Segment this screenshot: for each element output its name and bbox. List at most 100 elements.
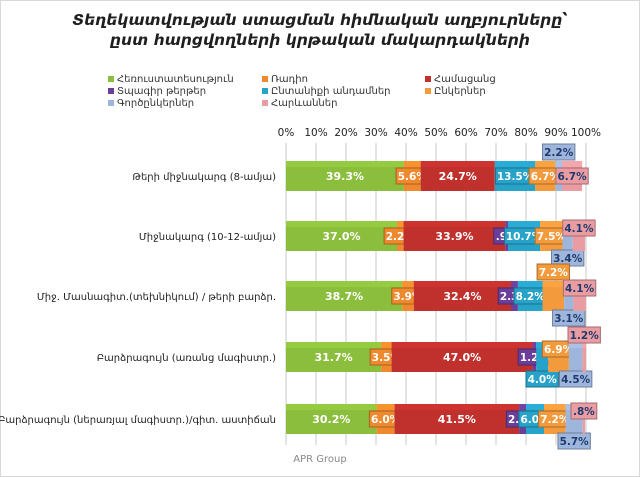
data-label-box bbox=[567, 326, 601, 344]
data-label: 30.2% bbox=[312, 413, 350, 426]
bar-segment-highlight bbox=[542, 281, 565, 287]
bar-segment-highlight bbox=[511, 281, 518, 287]
data-label: 10.7% bbox=[506, 231, 543, 243]
data-label-box bbox=[562, 219, 596, 237]
x-tick-label: 30% bbox=[364, 127, 387, 139]
legend-label: Ընտանիքի անդամներ bbox=[271, 86, 391, 97]
data-label: 38.7% bbox=[325, 290, 363, 303]
data-label: 47.0% bbox=[443, 351, 481, 364]
bar-segment bbox=[568, 342, 583, 372]
legend-swatch bbox=[108, 100, 114, 106]
bar-segment-highlight bbox=[494, 161, 536, 167]
bar-segment-highlight bbox=[420, 161, 495, 167]
data-label: 3.1% bbox=[554, 313, 584, 325]
data-label: 13.5% bbox=[497, 171, 534, 183]
source-note: APR Group bbox=[293, 454, 347, 465]
bar-segment-highlight bbox=[532, 342, 537, 348]
bar-segment-highlight bbox=[286, 281, 403, 287]
x-tick-label: 90% bbox=[544, 127, 567, 139]
legend-swatch bbox=[108, 76, 114, 82]
category-label: Բարձրագույն (առանց մագիստր.) bbox=[97, 353, 276, 364]
legend-label: Հեռուստատեսություն bbox=[117, 74, 234, 85]
bar-segment-highlight bbox=[526, 404, 544, 410]
data-label: 32.4% bbox=[443, 290, 481, 303]
data-label: 33.9% bbox=[435, 230, 473, 243]
legend-label: Հարևաններ bbox=[271, 98, 337, 109]
bar-segment-highlight bbox=[582, 342, 586, 348]
bar-segment-highlight bbox=[381, 342, 392, 348]
data-label: 4.5% bbox=[561, 374, 591, 386]
data-label: 8.2% bbox=[516, 291, 546, 303]
legend-label: Ռադիո bbox=[271, 74, 308, 85]
data-label: 6.0% bbox=[371, 414, 401, 426]
data-label: 6.7% bbox=[557, 171, 587, 183]
legend-swatch bbox=[425, 76, 431, 82]
bar-segment-highlight bbox=[568, 342, 583, 348]
bar-segment-highlight bbox=[397, 221, 404, 227]
bar-segment-highlight bbox=[505, 221, 508, 227]
bar-segment-highlight bbox=[517, 281, 543, 287]
bar-segment-highlight bbox=[391, 342, 533, 348]
data-label: 5.7% bbox=[560, 436, 590, 448]
bar-segment-highlight bbox=[286, 221, 397, 227]
chart-title: Տեղեկատվության ստացման հիմնական աղբյուրն… bbox=[72, 11, 568, 49]
data-label: 6.7% bbox=[531, 171, 561, 183]
data-label: 5.6% bbox=[398, 171, 428, 183]
category-label: Միջնակարգ (10-12-ամյա) bbox=[139, 232, 276, 243]
legend-swatch bbox=[262, 88, 268, 94]
bar-segment-highlight bbox=[544, 404, 566, 410]
data-label: 1.2% bbox=[570, 330, 600, 342]
data-label-box bbox=[525, 370, 559, 388]
data-label-box bbox=[558, 370, 593, 388]
bar-segment-highlight bbox=[402, 281, 414, 287]
legend-swatch bbox=[262, 76, 268, 82]
bar-segment-highlight bbox=[376, 404, 395, 410]
x-tick-label: 0% bbox=[278, 127, 295, 139]
legend-label: Գործընկերներ bbox=[117, 98, 194, 109]
legend-label: Տպագիր թերթեր bbox=[117, 86, 206, 97]
data-label: 4.0% bbox=[528, 374, 558, 386]
data-label-box bbox=[557, 432, 591, 450]
data-label: 24.7% bbox=[439, 170, 477, 183]
x-tick-label: 10% bbox=[304, 127, 327, 139]
data-label: 7.5% bbox=[537, 231, 567, 243]
data-label-box bbox=[536, 263, 570, 281]
bar-segment-highlight bbox=[535, 161, 556, 167]
data-label-box bbox=[542, 143, 576, 161]
data-label-box bbox=[570, 402, 598, 420]
data-label: 3.4% bbox=[553, 253, 583, 265]
x-tick-label: 60% bbox=[454, 127, 477, 139]
bar-segment-highlight bbox=[555, 161, 562, 167]
data-label: 7.2% bbox=[539, 267, 569, 279]
bar-segment-highlight bbox=[286, 161, 404, 167]
data-label-box bbox=[562, 279, 597, 297]
bar-segment-highlight bbox=[394, 404, 520, 410]
bar-segment-highlight bbox=[286, 404, 377, 410]
category-label: Թերի միջնակարգ (8-ամյա) bbox=[132, 172, 276, 183]
bar-segment-highlight bbox=[286, 342, 382, 348]
data-label: 39.3% bbox=[326, 170, 364, 183]
bar-segment-highlight bbox=[413, 281, 511, 287]
data-label: 41.5% bbox=[438, 413, 476, 426]
bar-segment-highlight bbox=[540, 221, 563, 227]
data-label-box bbox=[552, 309, 586, 327]
bar-segment-highlight bbox=[403, 161, 421, 167]
data-label: .8% bbox=[573, 406, 595, 418]
data-label: 2.2% bbox=[544, 147, 574, 159]
data-label: 6.9% bbox=[544, 344, 574, 356]
category-label: Բարձրագույն (ներառյալ մագիստր.)/գիտ. աստ… bbox=[0, 415, 276, 426]
bar-segment-highlight bbox=[519, 404, 526, 410]
data-label-box bbox=[555, 167, 589, 185]
x-tick-label: 40% bbox=[394, 127, 417, 139]
bar-segment-highlight bbox=[508, 221, 541, 227]
x-tick-label: 80% bbox=[514, 127, 537, 139]
bar-segment bbox=[582, 342, 586, 372]
x-tick-label: 20% bbox=[334, 127, 357, 139]
data-label: 4.1% bbox=[564, 223, 594, 235]
data-label: 7.2% bbox=[540, 414, 570, 426]
legend-swatch bbox=[108, 88, 114, 94]
data-label: 4.1% bbox=[565, 283, 595, 295]
bar-segment-highlight bbox=[562, 161, 583, 167]
legend-label: Ընկերներ bbox=[434, 86, 486, 97]
